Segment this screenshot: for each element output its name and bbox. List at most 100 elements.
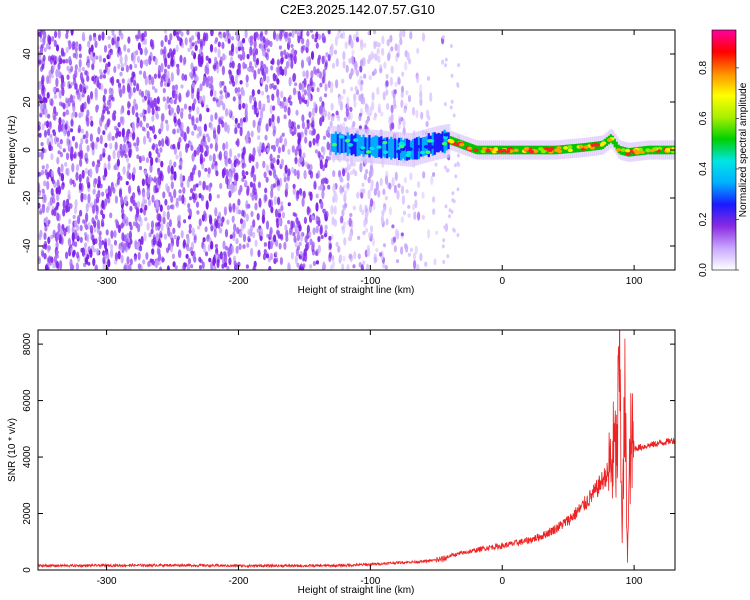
- spectrogram-noise-cell: [258, 117, 262, 124]
- spectrogram-noise-cell: [319, 183, 324, 191]
- spectrogram-noise-cell: [308, 191, 312, 197]
- spectrogram-noise-cell: [276, 88, 280, 99]
- spectrogram-noise-cell: [414, 245, 418, 255]
- spectrogram-noise-cell: [121, 127, 125, 136]
- spectrogram-noise-cell: [245, 133, 249, 144]
- spectrogram-noise-cell: [121, 78, 125, 84]
- spectrogram-noise-cell: [155, 188, 159, 193]
- spectrogram-noise-cell: [247, 136, 251, 144]
- colorbar-ticks: 0.00.20.40.60.8: [698, 61, 739, 277]
- spectrogram-noise-cell: [237, 40, 241, 48]
- spectrogram-noise-cell: [237, 87, 241, 93]
- spectrogram-noise-cell: [39, 210, 43, 215]
- spectrogram-noise-cell: [325, 52, 329, 57]
- spectrogram-noise-cell: [97, 179, 101, 187]
- spectrogram-noise-cell: [306, 241, 310, 250]
- spectrogram-noise-cell: [209, 215, 213, 225]
- spectrogram-noise-cell: [159, 147, 163, 153]
- spectrogram-noise-cell: [253, 100, 257, 109]
- spectrogram-noise-cell: [298, 188, 303, 195]
- spectrogram-noise-cell: [407, 204, 411, 209]
- spectrogram-y-axis-label: Frequency (Hz): [7, 116, 18, 185]
- spectrogram-noise-cell: [382, 243, 387, 248]
- spectrogram-noise-cell: [74, 64, 78, 71]
- spectrogram-noise-cell: [240, 159, 244, 164]
- spectrogram-noise-cell: [156, 213, 160, 221]
- spectrogram-noise-cell: [157, 167, 161, 176]
- chart-title: C2E3.2025.142.07.57.G10: [280, 2, 435, 17]
- spectrogram-noise-cell: [191, 102, 195, 112]
- spectrogram-noise-cell: [55, 260, 60, 269]
- spectrogram-noise-cell: [370, 179, 374, 187]
- spectrogram-noise-cell: [185, 143, 189, 154]
- spectrogram-noise-cell: [200, 55, 204, 65]
- spectrogram-noise-cell: [295, 248, 299, 257]
- spectrogram-noise-cell: [280, 205, 284, 212]
- spectrogram-noise-cell: [452, 199, 456, 204]
- spectrogram-noise-cell: [92, 55, 96, 65]
- spectrogram-noise-cell: [114, 258, 118, 265]
- spectrogram-noise-cell: [126, 256, 130, 265]
- spectrogram-noise-cell: [57, 166, 61, 175]
- spectrogram-noise-cell: [300, 131, 304, 138]
- spectrogram-noise-cell: [70, 146, 74, 155]
- signal-hotspot: [538, 147, 544, 151]
- spectrogram-noise-cell: [426, 76, 431, 81]
- spectrogram-noise-cell: [52, 263, 56, 269]
- signal-hotspot: [376, 145, 382, 149]
- spectrogram-noise-cell: [165, 119, 169, 125]
- spectrogram-noise-cell: [323, 93, 328, 98]
- signal-hotspot: [441, 141, 448, 146]
- spectrogram-noise-cell: [276, 158, 280, 165]
- spectrogram-noise-cell: [383, 61, 387, 69]
- spectrogram-noise-cell: [178, 36, 183, 47]
- spectrogram-noise-cell: [107, 49, 112, 60]
- spectrogram-noise-cell: [205, 200, 209, 210]
- spectrogram-noise-cell: [71, 264, 75, 270]
- spectrogram-noise-cell: [306, 206, 310, 216]
- signal-hotspot: [533, 149, 539, 153]
- spectrogram-noise-cell: [352, 205, 356, 211]
- spectrogram-noise-cell: [180, 230, 184, 239]
- spectrogram-noise-cell: [307, 94, 311, 101]
- spectrogram-noise-cell: [281, 68, 285, 76]
- spectrogram-noise-cell: [187, 47, 191, 53]
- spectrogram-noise-cell: [222, 142, 226, 151]
- spectrogram-noise-cell: [104, 123, 108, 131]
- spectrogram-noise-cell: [111, 37, 115, 46]
- spectrogram-noise-cell: [70, 118, 74, 127]
- spectrogram-noise-cell: [39, 96, 43, 104]
- spectrogram-noise-cell: [268, 199, 272, 208]
- spectrogram-noise-cell: [414, 199, 418, 209]
- spectrogram-noise-cell: [65, 47, 69, 54]
- spectrogram-noise-cell: [170, 174, 174, 181]
- spectrogram-noise-cell: [342, 168, 346, 177]
- spectrogram-noise-cell: [277, 185, 281, 192]
- spectrogram-noise-cell: [187, 207, 191, 213]
- spectrogram-noise-cell: [228, 190, 232, 198]
- spectrogram-noise-cell: [208, 192, 212, 202]
- spectrogram-noise-cell: [155, 113, 159, 120]
- spectrogram-noise-cell: [136, 200, 141, 208]
- spectrogram-noise-cell: [359, 75, 363, 80]
- spectrogram-noise-cell: [176, 235, 180, 241]
- spectrogram-noise-cell: [183, 56, 187, 65]
- signal-hotspot: [540, 149, 547, 154]
- spectrogram-noise-cell: [196, 210, 200, 215]
- spectrogram-noise-cell: [219, 56, 223, 66]
- spectrogram-noise-cell: [155, 147, 159, 154]
- spectrogram-noise-cell: [239, 218, 244, 225]
- spectrogram-noise-cell: [56, 156, 60, 165]
- spectrogram-noise-cell: [450, 44, 453, 48]
- spectrogram-noise-cell: [287, 263, 291, 270]
- spectrogram-noise-cell: [237, 46, 241, 52]
- spectrogram-noise-cell: [401, 195, 405, 205]
- spectrogram-noise-cell: [350, 86, 354, 92]
- spectrogram-noise-cell: [180, 31, 184, 37]
- spectrogram-noise-cell: [317, 33, 322, 41]
- spectrogram-noise-cell: [52, 131, 57, 136]
- spectrogram-noise-cell: [372, 202, 376, 211]
- spectrogram-noise-cell: [403, 177, 407, 184]
- spectrogram-noise-cell: [252, 182, 256, 191]
